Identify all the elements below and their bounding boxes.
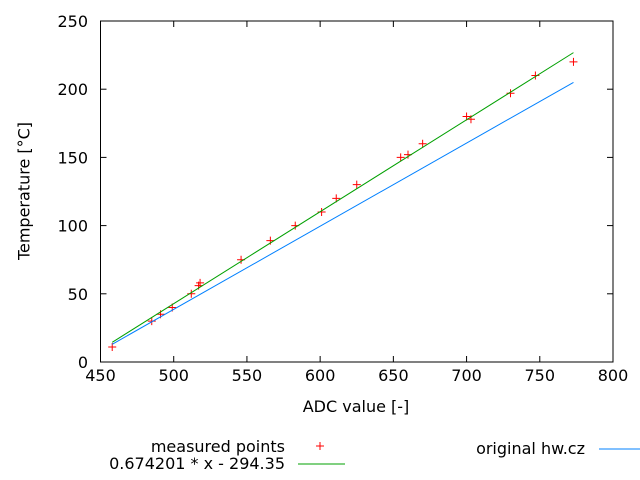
legend-label-measured-points: measured points: [150, 437, 285, 456]
series-line-2: [111, 81, 574, 345]
y-tick-label: 0: [78, 353, 88, 372]
y-tick-label: 150: [57, 148, 88, 167]
x-tick-label: 500: [158, 366, 189, 385]
legend-sample-measured-points: [316, 442, 324, 450]
y-tick-label: 50: [68, 285, 88, 304]
y-tick-label: 250: [57, 12, 88, 31]
y-tick-label: 100: [57, 217, 88, 236]
legend-label-original-hwcz: original hw.cz: [476, 439, 585, 458]
x-axis-tick-labels: 450 500 550 600 650 700 750 800: [85, 366, 628, 385]
x-tick-label: 450: [85, 366, 116, 385]
x-axis-ticks: [100, 21, 614, 362]
x-tick-label: 550: [232, 366, 263, 385]
series-measured-points: [108, 57, 578, 351]
legend-label-fit-formula: 0.674201 * x - 294.35: [109, 454, 285, 473]
x-tick-label: 750: [525, 366, 556, 385]
x-axis-title: ADC value [-]: [302, 397, 410, 416]
y-axis-ticks: [100, 20, 613, 363]
plot-border: [100, 20, 614, 363]
y-axis-tick-labels: 0 50 100 150 200 250: [57, 12, 88, 372]
x-tick-label: 800: [598, 366, 629, 385]
x-tick-label: 650: [378, 366, 409, 385]
y-axis-title: Temperature [°C]: [14, 121, 34, 261]
series-line-1: [111, 52, 574, 343]
y-tick-label: 200: [57, 80, 88, 99]
x-tick-label: 700: [451, 366, 482, 385]
x-tick-label: 600: [305, 366, 336, 385]
